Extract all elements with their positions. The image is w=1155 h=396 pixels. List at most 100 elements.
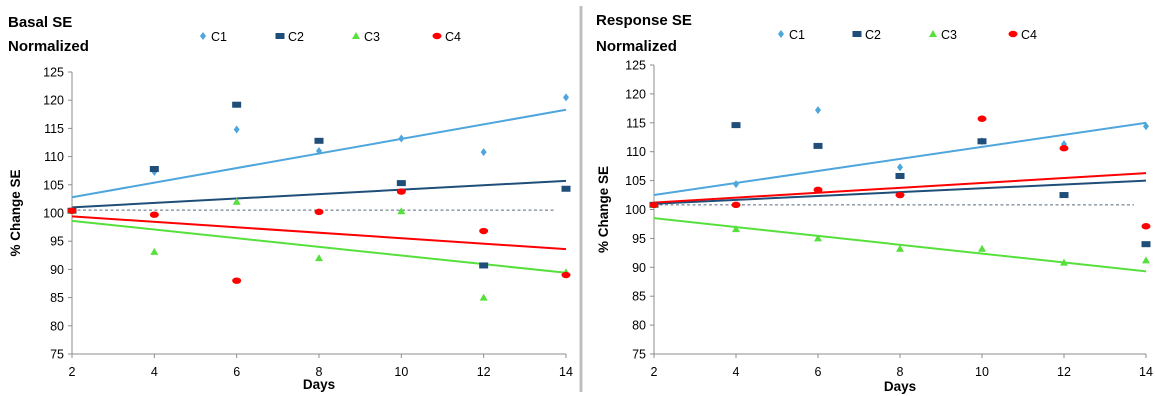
data-point-c4 (649, 201, 659, 209)
data-point-c2 (977, 138, 987, 145)
trendline-c3 (71, 219, 567, 274)
data-point-c2 (1059, 192, 1069, 199)
data-point-c4 (1059, 145, 1069, 152)
y-tick-label: 95 (632, 232, 646, 246)
data-point-c4 (149, 211, 159, 218)
data-point-c3 (978, 244, 986, 252)
y-tick-label: 90 (50, 263, 64, 277)
data-point-c4 (67, 207, 77, 214)
x-tick-label: 4 (151, 365, 158, 379)
data-point-c2 (895, 172, 905, 179)
y-tick-label: 100 (625, 203, 646, 217)
data-point-c3 (1142, 256, 1150, 264)
data-point-c2 (561, 185, 571, 192)
legend-label-c4: C4 (445, 30, 461, 44)
x-tick-label: 12 (1057, 365, 1071, 379)
y-tick-label: 105 (43, 178, 64, 192)
legend-label-c2: C2 (288, 30, 304, 44)
data-point-c2 (396, 180, 406, 187)
y-tick-label: 125 (625, 59, 646, 73)
data-point-c2 (1141, 241, 1151, 248)
data-point-c1 (316, 146, 322, 155)
data-point-c3 (479, 293, 488, 301)
data-point-c2 (731, 122, 741, 129)
data-point-c1 (398, 134, 405, 143)
data-point-c4 (895, 191, 905, 199)
data-point-c3 (315, 254, 323, 262)
trendline-c4 (653, 172, 1147, 204)
data-point-c1 (480, 148, 487, 157)
x-tick-label: 8 (897, 365, 904, 379)
legend-marker-c2 (852, 31, 862, 37)
y-tick-label: 120 (625, 87, 646, 101)
data-point-c4 (314, 208, 324, 216)
data-point-c2 (314, 137, 324, 144)
data-point-c3 (732, 225, 740, 233)
x-tick-label: 8 (316, 365, 323, 379)
data-point-c3 (1060, 258, 1068, 266)
data-point-c1 (733, 180, 739, 189)
data-point-c4 (1141, 223, 1151, 230)
legend-label-c1: C1 (789, 28, 805, 42)
data-point-c1 (897, 163, 903, 172)
chart-title: Basal SE (8, 14, 72, 31)
data-point-c4 (813, 186, 823, 194)
y-tick-label: 115 (44, 122, 64, 136)
y-tick-label: 80 (50, 319, 64, 333)
x-tick-label: 14 (1139, 365, 1153, 379)
x-axis-title: Days (884, 379, 916, 394)
chart-title: Response SE (596, 12, 692, 29)
y-tick-label: 75 (50, 348, 64, 362)
legend-label-c3: C3 (364, 30, 380, 44)
data-point-c3 (397, 207, 406, 215)
data-point-c2 (813, 142, 823, 149)
y-tick-label: 115 (626, 116, 646, 130)
y-tick-label: 80 (632, 319, 646, 333)
legend-marker-c1 (778, 30, 784, 38)
data-point-c4 (232, 277, 242, 284)
data-point-c4 (396, 188, 406, 195)
legend-label-c4: C4 (1021, 28, 1037, 42)
y-tick-label: 105 (625, 174, 646, 188)
y-axis-title: % Change SE (8, 169, 23, 256)
y-tick-label: 110 (626, 145, 646, 159)
y-tick-label: 95 (50, 235, 64, 249)
legend-label-c3: C3 (941, 28, 957, 42)
response-se-chart: Response SE Normalized 75 80 85 90 95 100 105 110… (596, 12, 1153, 394)
data-point-c1 (815, 106, 821, 115)
x-tick-label: 2 (69, 365, 76, 379)
y-axis-title: % Change SE (596, 166, 611, 253)
legend-marker-c4 (432, 32, 442, 40)
trendline-c3 (653, 217, 1147, 273)
data-point-c1 (1143, 122, 1149, 131)
x-tick-label: 10 (975, 365, 989, 379)
data-point-c3 (896, 244, 904, 252)
x-tick-label: 10 (394, 365, 408, 379)
data-point-c4 (731, 201, 741, 209)
chart-title: Normalized (596, 38, 677, 55)
y-tick-label: 125 (43, 66, 64, 80)
legend-label-c2: C2 (865, 28, 881, 42)
y-tick-label: 110 (44, 150, 64, 164)
legend-marker-c4 (1008, 30, 1018, 38)
legend-marker-c3 (929, 30, 937, 37)
data-point-c4 (977, 115, 987, 122)
trendline-c4 (71, 215, 567, 251)
data-point-c2 (232, 101, 242, 108)
x-tick-label: 4 (733, 365, 740, 379)
y-tick-label: 85 (50, 291, 64, 305)
y-tick-label: 120 (43, 94, 64, 108)
data-point-c4 (479, 227, 489, 235)
x-axis-title: Days (303, 377, 335, 392)
x-tick-label: 6 (815, 365, 822, 379)
legend-label-c1: C1 (211, 30, 227, 44)
trendline-c2 (71, 179, 567, 209)
data-point-c2 (149, 166, 159, 173)
data-point-c2 (479, 262, 489, 269)
x-tick-label: 14 (559, 365, 573, 379)
data-point-c3 (814, 234, 822, 242)
x-tick-label: 6 (233, 365, 240, 379)
data-point-c3 (232, 197, 241, 205)
data-point-c1 (233, 125, 240, 134)
